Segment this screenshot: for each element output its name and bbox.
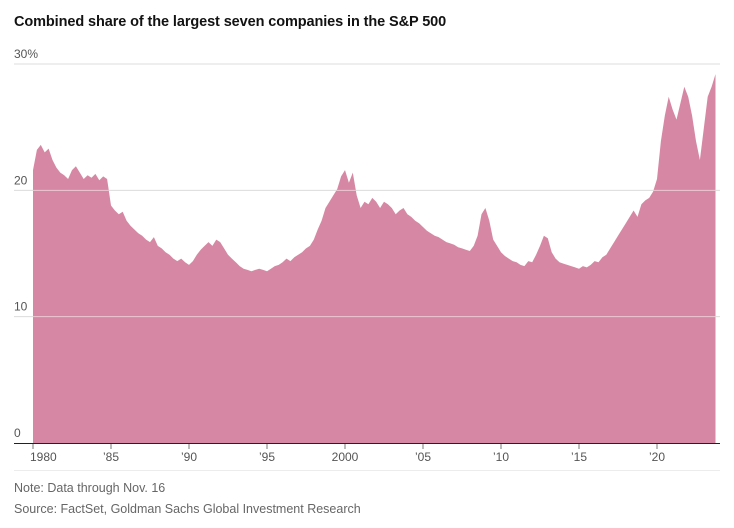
svg-text:’05: ’05: [415, 450, 431, 464]
chart-canvas: 1980 ’85 ’90 ’95 2000 ’05 ’10 ’15 ’20 0 10 20 30%: [0, 36, 734, 468]
area-chart-svg: 1980 ’85 ’90 ’95 2000 ’05 ’10 ’15 ’20 0 10 20 30%: [14, 47, 720, 464]
svg-text:10: 10: [14, 300, 28, 314]
svg-text:’15: ’15: [571, 450, 587, 464]
chart-title: Combined share of the largest seven comp…: [14, 14, 447, 30]
svg-text:30%: 30%: [14, 47, 38, 61]
svg-text:’20: ’20: [649, 450, 665, 464]
chart-source: Source: FactSet, Goldman Sachs Global In…: [14, 501, 361, 516]
svg-text:’95: ’95: [259, 450, 275, 464]
chart-footer: Note: Data through Nov. 16 Source: FactS…: [14, 470, 720, 519]
svg-text:20: 20: [14, 173, 28, 187]
svg-text:’85: ’85: [103, 450, 119, 464]
svg-text:0: 0: [14, 426, 21, 440]
svg-text:’10: ’10: [493, 450, 509, 464]
svg-text:1980: 1980: [30, 450, 57, 464]
chart-note: Note: Data through Nov. 16: [14, 481, 166, 495]
svg-text:’90: ’90: [181, 450, 197, 464]
svg-text:2000: 2000: [332, 450, 359, 464]
